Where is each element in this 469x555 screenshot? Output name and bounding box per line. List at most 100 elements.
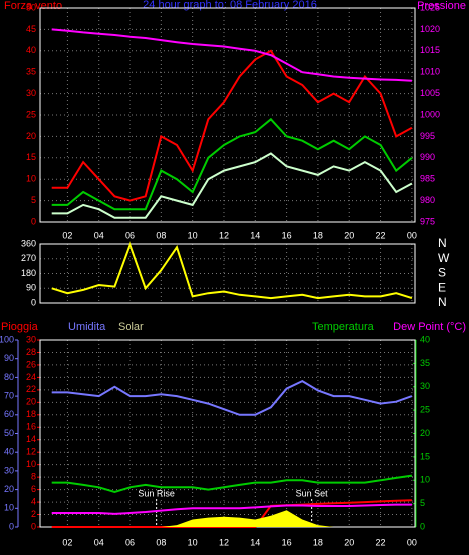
y-tick-label: 0 — [31, 297, 36, 307]
x-tick-label: 08 — [156, 230, 166, 240]
y3-tick-label: 16 — [26, 422, 36, 432]
y-tick-label: 0 — [31, 216, 36, 226]
y2-tick-label: 980 — [420, 195, 435, 205]
y-tick-label: 180 — [21, 268, 36, 278]
y-tick-label: 90 — [26, 283, 36, 293]
y3-tick-label: 12 — [26, 447, 36, 457]
x-tick-label: 04 — [94, 537, 104, 547]
y2-tick-label: 35 — [420, 358, 430, 368]
annotation: Sun Set — [296, 488, 329, 498]
y2-tick-label: 30 — [420, 381, 430, 391]
solar-axis-title: Solar — [118, 321, 144, 333]
y-axis-title: Forza vento — [4, 0, 62, 12]
y-tick-label: 60 — [4, 409, 14, 419]
y-tick-label: 360 — [21, 238, 36, 248]
line — [51, 474, 413, 493]
y2-tick-label: 15 — [420, 451, 430, 461]
y2-tick-label: E — [438, 280, 446, 294]
x-tick-label: 20 — [344, 230, 354, 240]
x-tick-label: 04 — [94, 230, 104, 240]
y2-tick-label: 40 — [420, 334, 430, 344]
y2-tick-label: N — [438, 295, 447, 309]
y-tick-label: 90 — [4, 353, 14, 363]
x-tick-label: 10 — [188, 537, 198, 547]
y-tick-label: 50 — [26, 2, 36, 12]
y-tick-label: 10 — [4, 503, 14, 513]
x-tick-label: 12 — [219, 230, 229, 240]
line — [51, 503, 412, 515]
y2-tick-label: 1000 — [420, 109, 440, 119]
x-tick-label: 08 — [156, 537, 166, 547]
y-tick-label: 20 — [26, 131, 36, 141]
y2-tick-label: 995 — [420, 131, 435, 141]
y-tick-label: 50 — [4, 428, 14, 438]
area — [51, 510, 412, 527]
y-tick-label: 25 — [26, 109, 36, 119]
y-tick-label: 20 — [4, 484, 14, 494]
y3-tick-label: 24 — [26, 372, 36, 382]
y2-tick-label: 10 — [420, 475, 430, 485]
line — [51, 379, 413, 416]
dewpoint-axis-title: Dew Point (°C) — [393, 321, 466, 333]
x-tick-label: 18 — [313, 537, 323, 547]
annotation: Sun Rise — [138, 488, 175, 498]
x-tick-label: 22 — [376, 230, 386, 240]
y3-tick-label: 14 — [26, 434, 36, 444]
y-tick-label: 5 — [31, 195, 36, 205]
y2-tick-label: N — [438, 236, 447, 250]
x-tick-label: 18 — [313, 230, 323, 240]
y3-tick-label: 18 — [26, 409, 36, 419]
y2-tick-label: 1005 — [420, 88, 440, 98]
humidity-axis-title: Umidita — [68, 321, 106, 333]
y3-tick-label: 26 — [26, 359, 36, 369]
rain-axis-title: Pioggia — [1, 321, 39, 333]
line — [51, 152, 413, 219]
y3-tick-label: 6 — [31, 484, 36, 494]
x-tick-label: 14 — [250, 230, 260, 240]
y-tick-label: 40 — [4, 447, 14, 457]
y2-tick-label: 0 — [420, 521, 425, 531]
y-tick-label: 45 — [26, 24, 36, 34]
y3-tick-label: 20 — [26, 397, 36, 407]
y3-tick-label: 0 — [31, 521, 36, 531]
y-tick-label: 15 — [26, 152, 36, 162]
plot-frame — [39, 243, 416, 304]
y2-tick-label: S — [438, 266, 446, 280]
y3-tick-label: 10 — [26, 459, 36, 469]
y-tick-label: 30 — [4, 465, 14, 475]
line — [51, 117, 413, 211]
y2-axis-title: Pressione — [417, 0, 466, 12]
x-tick-label: 00 — [407, 230, 417, 240]
y-tick-label: 40 — [26, 45, 36, 55]
y2-tick-label: 1025 — [420, 2, 440, 12]
y-tick-label: 80 — [4, 372, 14, 382]
y-tick-label: 0 — [9, 521, 14, 531]
x-tick-label: 12 — [219, 537, 229, 547]
temperature-axis-title: Temperatura — [312, 321, 375, 333]
y2-tick-label: 1020 — [420, 24, 440, 34]
y3-tick-label: 2 — [31, 509, 36, 519]
x-tick-label: 02 — [62, 230, 72, 240]
x-tick-label: 16 — [282, 230, 292, 240]
x-tick-label: 02 — [62, 537, 72, 547]
y2-tick-label: 985 — [420, 174, 435, 184]
y2-tick-label: W — [438, 251, 450, 265]
y2-tick-label: 20 — [420, 428, 430, 438]
line — [51, 28, 412, 82]
y3-tick-label: 8 — [31, 472, 36, 482]
plot-frame — [39, 7, 416, 223]
y3-tick-label: 30 — [26, 334, 36, 344]
y2-tick-label: 1010 — [420, 67, 440, 77]
x-tick-label: 14 — [250, 537, 260, 547]
line — [51, 49, 413, 202]
x-tick-label: 22 — [376, 537, 386, 547]
x-tick-label: 20 — [344, 537, 354, 547]
y-tick-label: 35 — [26, 67, 36, 77]
line — [51, 241, 413, 300]
x-tick-label: 16 — [282, 537, 292, 547]
y2-tick-label: 1015 — [420, 45, 440, 55]
y-tick-label: 100 — [0, 334, 14, 344]
x-tick-label: 10 — [188, 230, 198, 240]
y2-tick-label: 975 — [420, 216, 435, 226]
